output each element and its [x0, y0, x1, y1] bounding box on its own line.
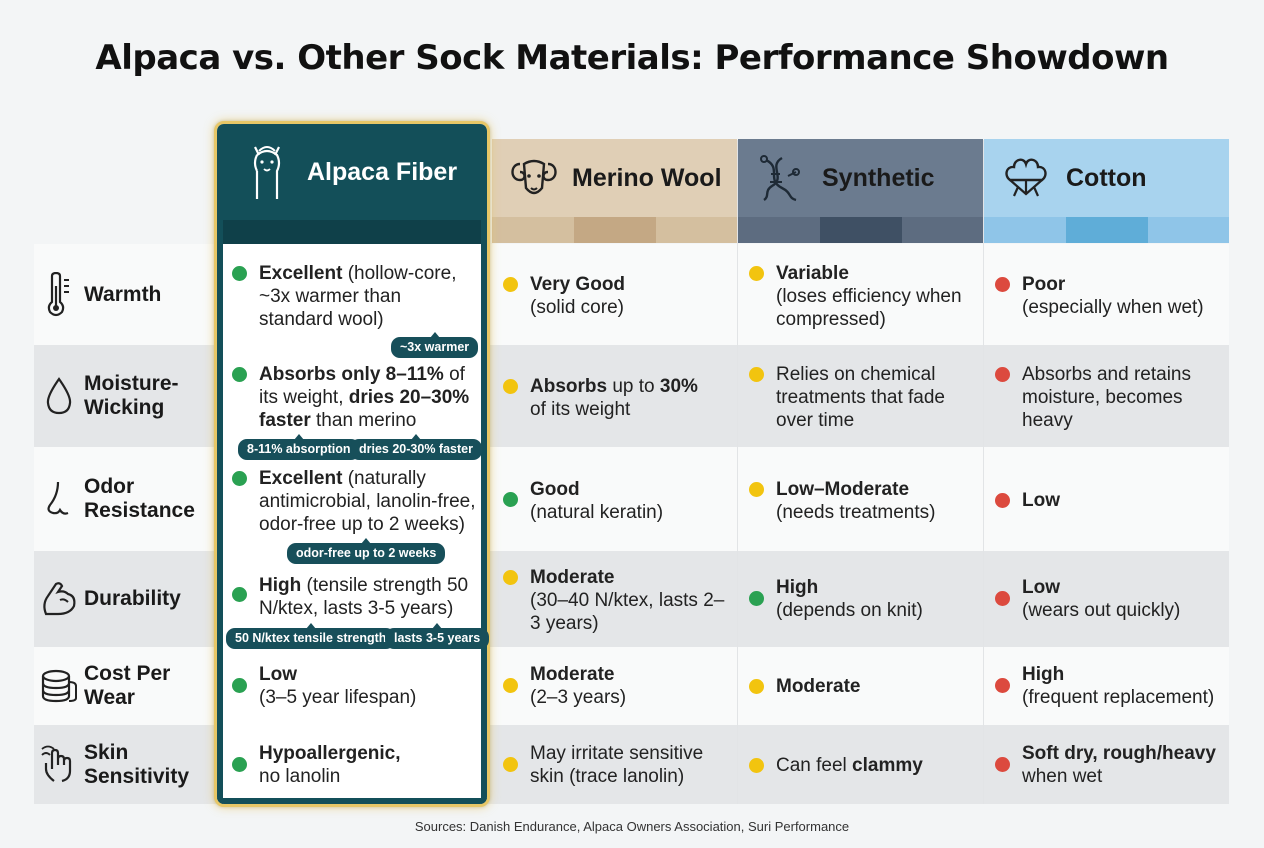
cell-cotton-warmth: Poor (especially when wet): [995, 273, 1227, 319]
row-label-durability: Durability: [34, 551, 214, 647]
molecule-icon: [760, 155, 800, 202]
cell-merino-moisture: Absorbs up to 30% of its weight: [503, 375, 731, 421]
row-label-text: Warmth: [84, 282, 162, 306]
rating-dot: [503, 570, 518, 585]
rating-dot: [232, 266, 247, 281]
rating-dot: [749, 482, 764, 497]
cotton-boll-icon: [1005, 158, 1047, 197]
cotton-title: Cotton: [1066, 163, 1147, 192]
cell-alpaca-moisture: Absorbs only 8–11% of its weight, dries …: [232, 363, 477, 432]
cell-cotton-skin: Soft dry, rough/heavy when wet: [995, 742, 1227, 788]
rating-dot: [232, 471, 247, 486]
synthetic-title: Synthetic: [822, 163, 935, 192]
alpaca-callout: ~3x warmer: [391, 332, 479, 358]
cell-cotton-moisture: Absorbs and retains moisture, becomes he…: [995, 363, 1217, 432]
row-label-line: Skin: [84, 740, 129, 764]
cell-alpaca-cost: Low (3–5 year lifespan): [232, 663, 477, 709]
page-title: Alpaca vs. Other Sock Materials: Perform…: [95, 38, 1169, 78]
row-label-line: Sensitivity: [84, 764, 190, 788]
row-label-cost: Cost Per Wear: [34, 647, 214, 725]
merino-title: Merino Wool: [572, 163, 722, 192]
rating-dot: [995, 277, 1010, 292]
alpaca-header: Alpaca Fiber: [217, 124, 487, 220]
alpaca-callout: odor-free up to 2 weeks: [287, 538, 446, 564]
water-drop-icon: [46, 377, 72, 415]
nose-icon: [47, 481, 69, 515]
rating-dot: [232, 678, 247, 693]
row-label-line: Wicking: [84, 396, 165, 419]
hand-touch-icon: [41, 745, 72, 782]
cell-cotton-durability: Low (wears out quickly): [995, 576, 1227, 622]
rating-dot: [995, 591, 1010, 606]
rating-dot: [503, 678, 518, 693]
row-label-line: Odor: [84, 475, 135, 498]
rating-dot: [749, 591, 764, 606]
rating-dot: [232, 367, 247, 382]
synthetic-header: Synthetic: [738, 139, 983, 243]
alpaca-callout: lasts 3-5 years: [385, 623, 490, 649]
row-label-moisture: Moisture- Wicking: [34, 345, 214, 447]
alpaca-callout: dries 20-30% faster: [350, 434, 482, 460]
alpaca-callout: 8-11% absorption: [238, 434, 360, 460]
cell-merino-durability: Moderate (30–40 N/ktex, lasts 2–3 years): [503, 566, 731, 635]
alpaca-icon: [253, 146, 281, 199]
rating-dot: [232, 587, 247, 602]
column-divider: [737, 140, 738, 804]
row-label-line: Moisture-: [84, 372, 179, 395]
rating-dot: [995, 678, 1010, 693]
cell-alpaca-durability: High (tensile strength 50 N/ktex, lasts …: [232, 574, 484, 620]
cell-merino-cost: Moderate (2–3 years): [503, 663, 731, 709]
cell-synthetic-warmth: Variable (loses efficiency when compresse…: [749, 262, 979, 331]
row-label-warmth: Warmth: [34, 244, 214, 345]
coin-stack-icon: [41, 669, 77, 703]
column-divider: [983, 140, 984, 804]
rating-dot: [995, 757, 1010, 772]
row-label-skin: Skin Sensitivity: [34, 725, 214, 804]
cell-alpaca-odor: Excellent (naturally antimicrobial, lano…: [232, 467, 477, 536]
row-label-odor: Odor Resistance: [34, 447, 214, 551]
cell-cotton-cost: High (frequent replacement): [995, 663, 1229, 709]
rating-dot: [503, 492, 518, 507]
cell-merino-warmth: Very Good (solid core): [503, 273, 731, 319]
rating-dot: [232, 757, 247, 772]
row-label-line: Resistance: [84, 499, 195, 522]
row-label-line: Wear: [84, 686, 135, 709]
cell-synthetic-skin: Can feel clammy: [749, 754, 979, 777]
rating-dot: [995, 493, 1010, 508]
cell-alpaca-skin: Hypoallergenic, no lanolin: [232, 742, 477, 788]
cell-cotton-odor: Low: [995, 489, 1227, 512]
sources-footnote: Sources: Danish Endurance, Alpaca Owners…: [414, 819, 850, 834]
alpaca-title: Alpaca Fiber: [307, 157, 458, 186]
alpaca-column: Alpaca Fiber: [214, 121, 490, 807]
merino-header: Merino Wool: [492, 139, 737, 243]
cell-synthetic-cost: Moderate: [749, 675, 979, 698]
rating-dot: [749, 758, 764, 773]
cotton-header: Cotton: [984, 139, 1229, 243]
rating-dot: [503, 379, 518, 394]
cell-synthetic-moisture: Relies on chemical treatments that fade …: [749, 363, 971, 432]
row-label-line: Cost Per: [84, 662, 171, 685]
rating-dot: [749, 679, 764, 694]
thermometer-icon: [47, 271, 69, 316]
rating-dot: [503, 757, 518, 772]
cell-merino-skin: May irritate sensitive skin (trace lanol…: [503, 742, 731, 788]
rating-dot: [995, 367, 1010, 382]
rating-dot: [749, 367, 764, 382]
rating-dot: [749, 266, 764, 281]
cell-alpaca-warmth: Excellent (hollow-core, ~3x warmer than …: [232, 262, 477, 331]
row-label-text: Durability: [84, 587, 181, 610]
cell-synthetic-durability: High (depends on knit): [749, 576, 979, 622]
rating-dot: [503, 277, 518, 292]
alpaca-callout: 50 N/ktex tensile strength: [226, 623, 396, 649]
ram-icon: [511, 159, 557, 195]
cell-synthetic-odor: Low–Moderate (needs treatments): [749, 478, 979, 524]
flexed-arm-icon: [43, 582, 76, 616]
cell-merino-odor: Good (natural keratin): [503, 478, 731, 524]
